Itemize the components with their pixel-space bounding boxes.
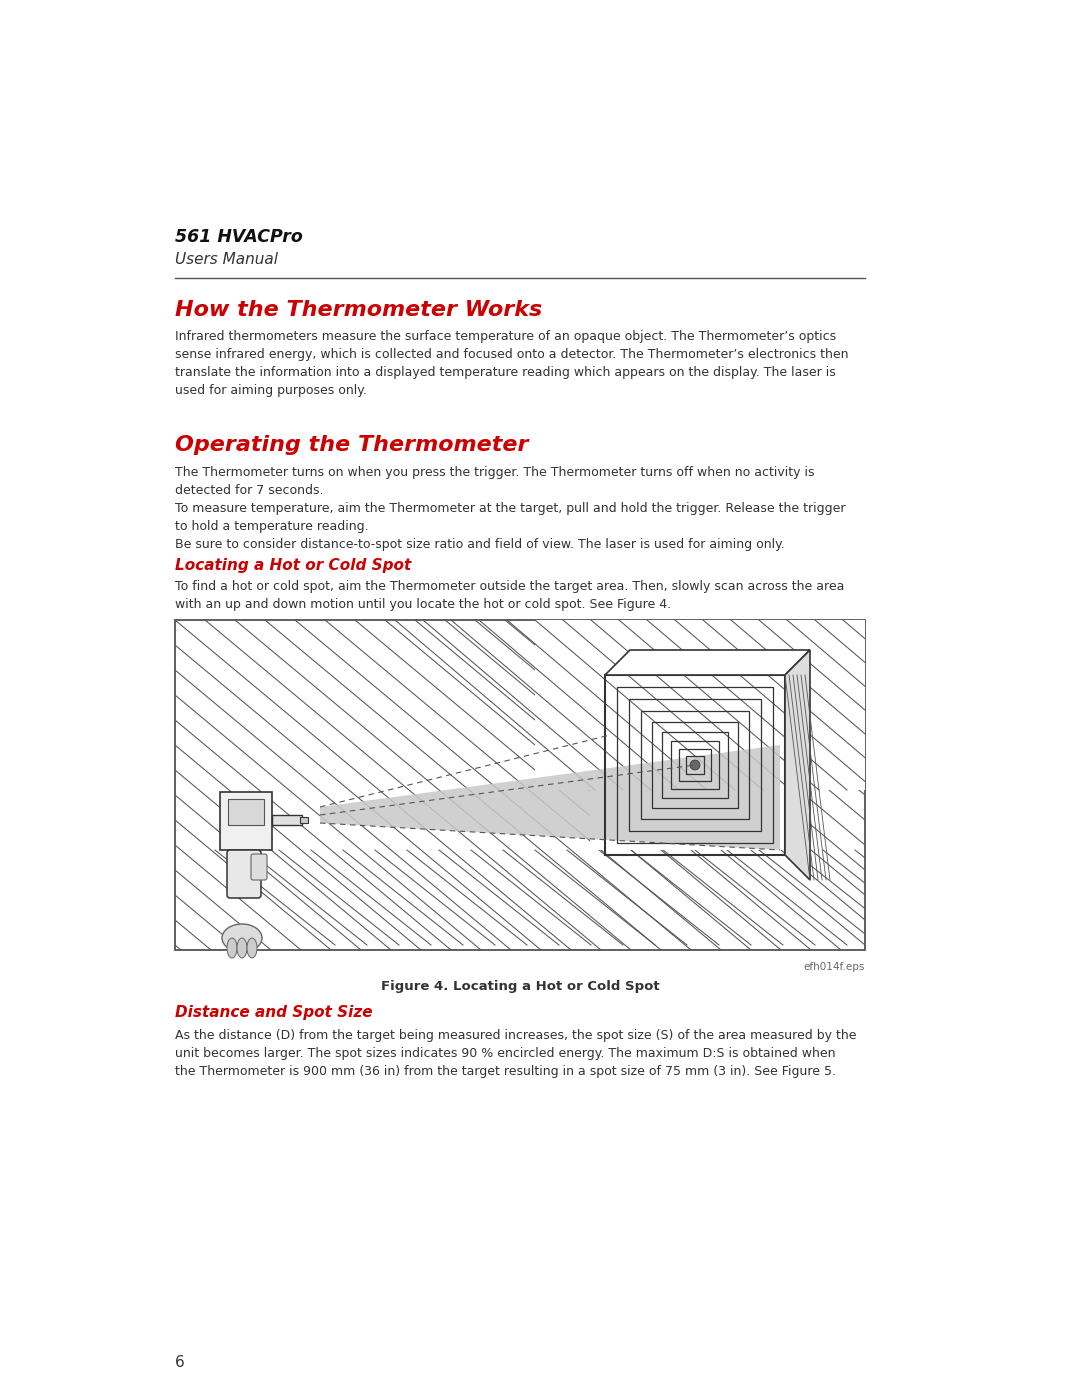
Bar	[671, 740, 719, 789]
Bar	[686, 756, 704, 774]
Bar	[629, 698, 761, 831]
Polygon shape	[320, 745, 780, 849]
Circle shape	[690, 760, 700, 770]
Bar	[272, 814, 302, 826]
Text: To measure temperature, aim the Thermometer at the target, pull and hold the tri: To measure temperature, aim the Thermome…	[175, 502, 846, 534]
Text: Infrared thermometers measure the surface temperature of an opaque object. The T: Infrared thermometers measure the surfac…	[175, 330, 849, 397]
FancyBboxPatch shape	[227, 849, 261, 898]
Bar	[300, 817, 308, 823]
Ellipse shape	[222, 923, 262, 951]
Text: Users Manual: Users Manual	[175, 251, 278, 267]
Bar	[605, 675, 785, 855]
Text: As the distance (D) from the target being measured increases, the spot size (S) : As the distance (D) from the target bein…	[175, 1030, 856, 1078]
Bar	[590, 680, 800, 849]
Text: Figure 4. Locating a Hot or Cold Spot: Figure 4. Locating a Hot or Cold Spot	[380, 981, 659, 993]
Ellipse shape	[247, 937, 257, 958]
Text: How the Thermometer Works: How the Thermometer Works	[175, 300, 542, 320]
Bar	[617, 687, 773, 842]
Ellipse shape	[237, 937, 247, 958]
Bar	[642, 711, 750, 819]
Text: Locating a Hot or Cold Spot: Locating a Hot or Cold Spot	[175, 557, 411, 573]
Ellipse shape	[227, 937, 237, 958]
FancyBboxPatch shape	[251, 854, 267, 880]
Bar	[652, 722, 738, 807]
Bar	[679, 749, 711, 781]
Text: 561 HVACPro: 561 HVACPro	[175, 228, 302, 246]
Text: efh014f.eps: efh014f.eps	[804, 963, 865, 972]
Bar	[175, 620, 865, 950]
Text: To find a hot or cold spot, aim the Thermometer outside the target area. Then, s: To find a hot or cold spot, aim the Ther…	[175, 580, 845, 610]
Bar	[662, 732, 728, 798]
Text: The Thermometer turns on when you press the trigger. The Thermometer turns off w: The Thermometer turns on when you press …	[175, 467, 814, 497]
Text: Operating the Thermometer: Operating the Thermometer	[175, 434, 528, 455]
Bar	[220, 792, 272, 849]
Polygon shape	[785, 650, 810, 880]
Polygon shape	[535, 620, 865, 789]
Text: Be sure to consider distance-to-spot size ratio and field of view. The laser is : Be sure to consider distance-to-spot siz…	[175, 538, 785, 550]
Bar	[228, 799, 264, 826]
Text: 6: 6	[175, 1355, 185, 1370]
Text: Distance and Spot Size: Distance and Spot Size	[175, 1004, 373, 1020]
Polygon shape	[605, 650, 810, 675]
